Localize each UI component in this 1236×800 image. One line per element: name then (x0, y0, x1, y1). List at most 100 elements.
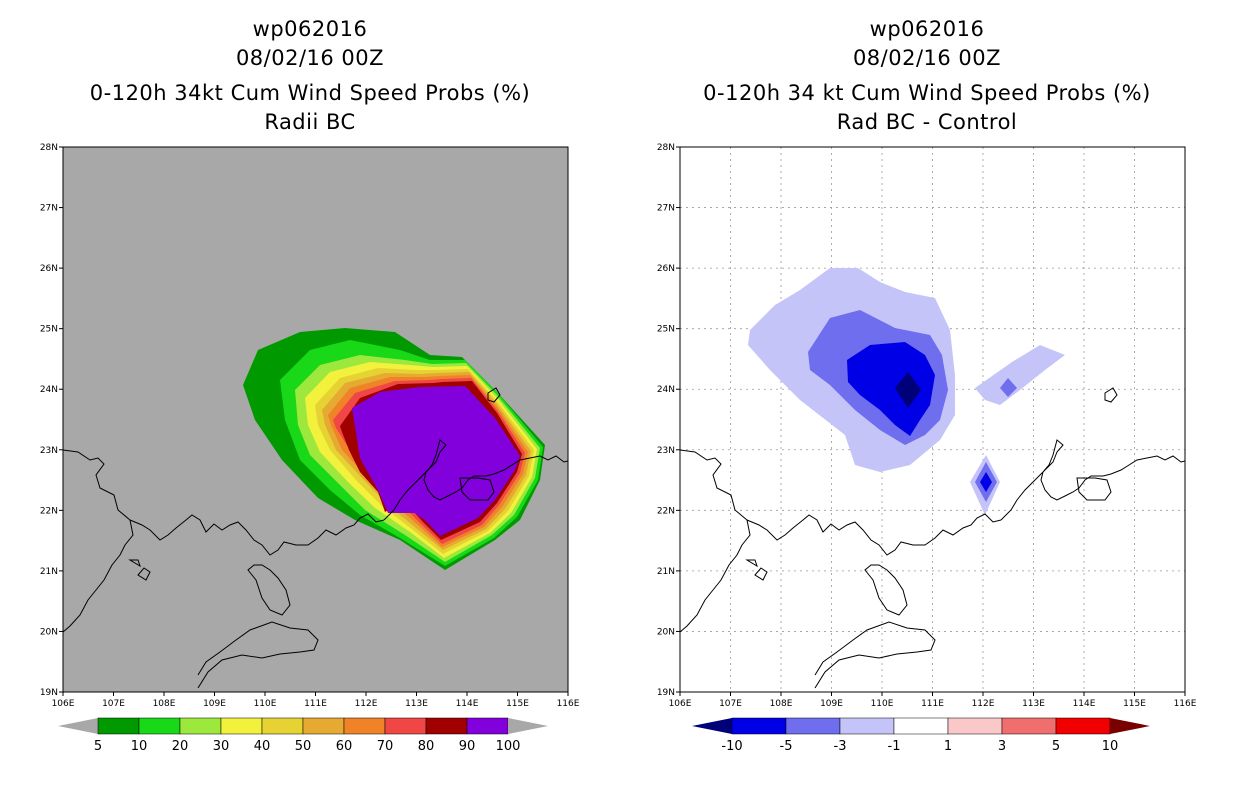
axis-ticks: 106E 107E 108E 109E 110E 111E 112E 113E 114E 115E… (40, 143, 580, 709)
colorbar-label: 40 (254, 739, 271, 754)
colorbar-box (893, 717, 949, 735)
colorbar-box (179, 717, 222, 735)
lon-tick-label: 107E (102, 699, 125, 709)
lon-tick-label: 111E (304, 699, 327, 709)
storm-id: wp062016 (869, 17, 985, 41)
lon-tick-label: 112E (972, 699, 995, 709)
lon-tick-label: 116E (557, 699, 580, 709)
contour-minus-5 (980, 472, 992, 492)
coastline-segment (864, 564, 908, 616)
lat-tick-label: 22N (657, 506, 675, 516)
colorbar-label: 70 (377, 739, 394, 754)
lat-tick-label: 21N (657, 567, 675, 577)
lon-tick-label: 107E (719, 699, 742, 709)
coastline-segment (745, 559, 758, 568)
probability-contours (243, 328, 545, 570)
colorbar-box (97, 717, 140, 735)
lon-tick-label: 108E (153, 699, 176, 709)
product-subtitle: Radii BC (264, 110, 356, 134)
colorbar-under-triangle (58, 718, 98, 734)
colorbar-label: 10 (131, 739, 148, 754)
coastline-segment (1000, 439, 1185, 521)
gridlines (680, 147, 1185, 692)
lat-tick-label: 24N (40, 385, 58, 395)
colorbar-label: 20 (172, 739, 189, 754)
right-colorbar: -10 -5 -3 -1 1 3 5 10 (692, 717, 1150, 754)
lon-tick-label: 113E (1022, 699, 1045, 709)
colorbar-over-triangle (1110, 718, 1150, 734)
lat-tick-label: 24N (657, 385, 675, 395)
contour-100 (360, 390, 517, 513)
axis-ticks: 106E 107E 108E 109E 110E 111E 112E 113E 114E 115E… (657, 143, 1197, 709)
lat-tick-label: 28N (40, 143, 58, 153)
lat-tick-label: 27N (657, 204, 675, 214)
lon-tick-label: 115E (1123, 699, 1146, 709)
coastline-segment (680, 449, 751, 633)
colorbar-box (731, 717, 787, 735)
colorbar-label: -3 (834, 739, 847, 754)
lon-tick-label: 114E (456, 699, 479, 709)
lat-tick-label: 20N (40, 627, 58, 637)
coastline-segment (1104, 387, 1118, 403)
coastline (63, 387, 568, 689)
coastline-segment (247, 564, 291, 616)
lon-tick-label: 116E (1174, 699, 1197, 709)
difference-contours (748, 268, 1065, 515)
contour-minus-5 (847, 342, 935, 436)
lat-tick-label: 25N (40, 325, 58, 335)
lat-tick-label: 21N (40, 567, 58, 577)
colorbar-box (839, 717, 895, 735)
right-map: 106E 107E 108E 109E 110E 111E 112E 113E 114E 115E… (657, 143, 1197, 709)
coastline-segment (814, 621, 936, 689)
lon-tick-label: 112E (355, 699, 378, 709)
right-panel-title: wp062016 08/02/16 00Z 0-120h 34 kt Cum W… (637, 15, 1217, 137)
lat-tick-label: 23N (657, 446, 675, 456)
colorbar-label: 30 (213, 739, 230, 754)
colorbar-under-triangle (692, 718, 732, 734)
colorbar-box (785, 717, 841, 735)
left-colorbar: 5 10 20 30 40 50 60 70 80 90 100 (58, 717, 548, 754)
coastline (680, 387, 1185, 689)
coastline-segment (137, 567, 151, 581)
colorbar-label: 60 (336, 739, 353, 754)
colorbar-label: 5 (94, 739, 102, 754)
colorbar-label: 50 (295, 739, 312, 754)
coastline-segment (487, 387, 501, 403)
lon-tick-label: 111E (921, 699, 944, 709)
lat-tick-label: 19N (657, 688, 675, 698)
lon-tick-label: 106E (669, 699, 692, 709)
coastline-segment (754, 567, 768, 581)
lat-tick-label: 23N (40, 446, 58, 456)
product-title: 0-120h 34 kt Cum Wind Speed Probs (%) (703, 81, 1151, 105)
contour-minus-3 (1000, 378, 1017, 397)
colorbar-box (302, 717, 345, 735)
lon-tick-label: 109E (820, 699, 843, 709)
lon-tick-label: 115E (506, 699, 529, 709)
colorbar-label: -5 (780, 739, 793, 754)
colorbar-label: 5 (1052, 739, 1060, 754)
colorbar-box (1055, 717, 1111, 735)
colorbar-label: 1 (944, 739, 952, 754)
coastline-segment (1076, 477, 1112, 501)
colorbar-box (947, 717, 1003, 735)
left-map: 106E 107E 108E 109E 110E 111E 112E 113E 114E 115E… (40, 143, 580, 709)
lon-tick-label: 113E (405, 699, 428, 709)
product-subtitle: Rad BC - Control (836, 110, 1018, 134)
lon-tick-label: 108E (770, 699, 793, 709)
colorbar-label: 10 (1102, 739, 1119, 754)
lon-tick-label: 110E (871, 699, 894, 709)
colorbar-label: 3 (998, 739, 1006, 754)
lat-tick-label: 27N (40, 204, 58, 214)
lon-tick-label: 109E (203, 699, 226, 709)
lon-tick-label: 106E (52, 699, 75, 709)
colorbar-box (1001, 717, 1057, 735)
contour-minus-10 (895, 372, 921, 408)
coastline-segment (129, 513, 385, 556)
lat-tick-label: 22N (40, 506, 58, 516)
coastline-segment (459, 477, 495, 501)
storm-id: wp062016 (252, 17, 368, 41)
colorbar-box (466, 717, 509, 735)
colorbar-label: -10 (721, 739, 742, 754)
lat-tick-label: 26N (657, 264, 675, 274)
